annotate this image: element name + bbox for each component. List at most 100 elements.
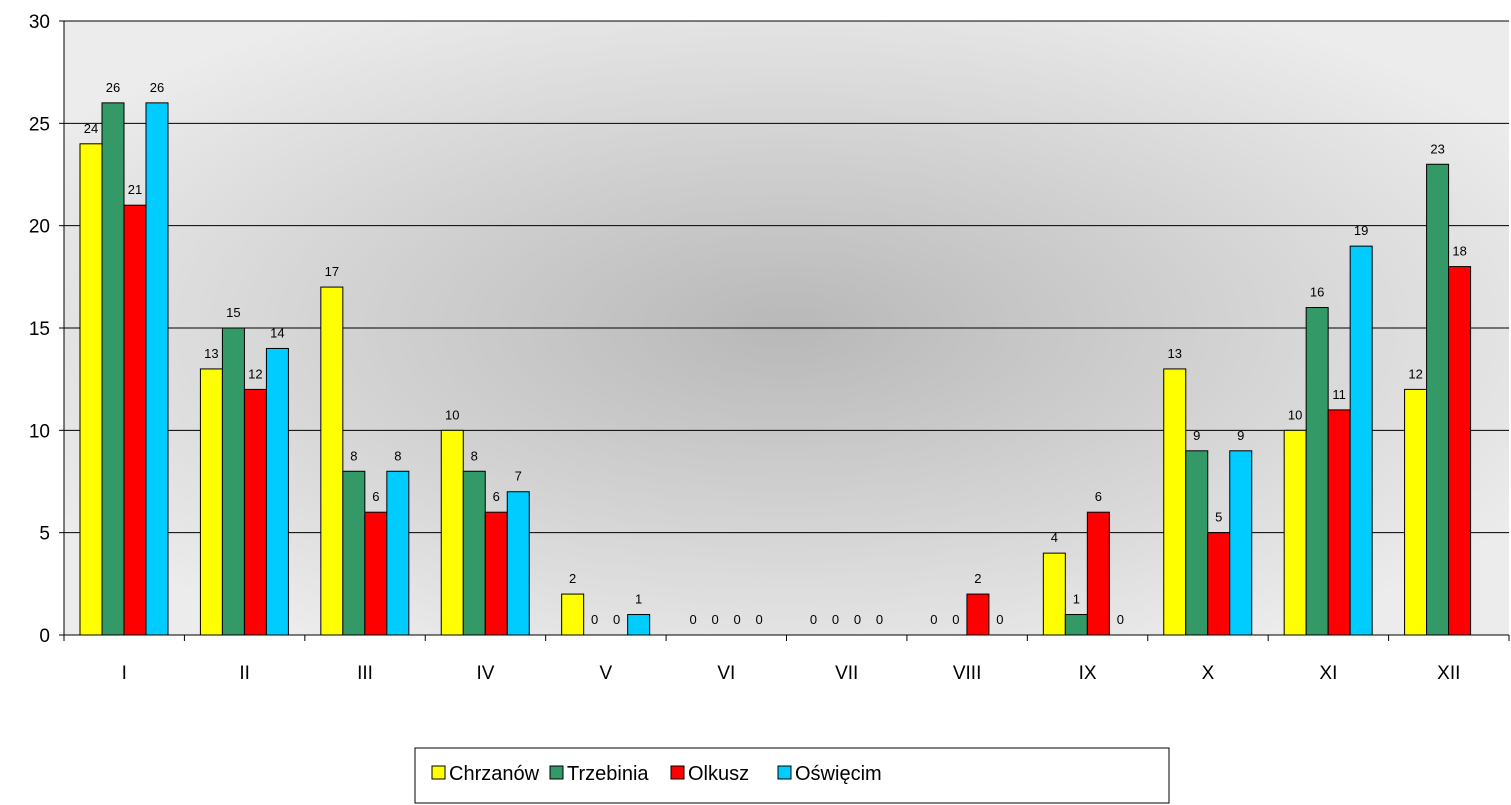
bar <box>123 204 147 636</box>
x-tick-label: XII <box>1437 663 1460 684</box>
y-axis: 0 5 10 15 20 25 30 <box>29 12 65 647</box>
legend-swatch <box>549 765 564 780</box>
gridlines <box>64 20 1509 534</box>
bar <box>1404 388 1428 636</box>
data-label: 6 <box>493 489 500 504</box>
data-label: 7 <box>515 469 522 484</box>
bar <box>1283 429 1307 636</box>
data-label: 9 <box>1193 428 1200 443</box>
bar <box>1064 614 1088 636</box>
bar <box>484 511 508 636</box>
data-label: 19 <box>1354 223 1368 238</box>
data-label: 0 <box>613 612 620 627</box>
bar <box>1327 409 1351 636</box>
data-label: 9 <box>1237 428 1244 443</box>
legend-box <box>414 747 1170 804</box>
data-label: 0 <box>810 612 817 627</box>
data-label: 18 <box>1452 244 1466 259</box>
data-label: 26 <box>106 80 120 95</box>
bar <box>79 143 103 636</box>
bar <box>440 429 464 636</box>
x-tick-label: V <box>600 663 613 684</box>
bar <box>1042 552 1066 636</box>
legend-label: Olkusz <box>688 763 749 785</box>
x-tick-label: VI <box>717 663 735 684</box>
x-tick-label: II <box>239 663 250 684</box>
bars <box>79 102 1472 636</box>
data-label: 1 <box>1073 592 1080 607</box>
data-label: 17 <box>325 264 339 279</box>
data-label: 0 <box>755 612 762 627</box>
data-label: 13 <box>204 346 218 361</box>
bar <box>386 470 410 636</box>
legend-label: Trzebinia <box>567 763 649 785</box>
data-label: 2 <box>569 571 576 586</box>
y-tick-label: 25 <box>29 114 50 135</box>
bar <box>145 102 169 636</box>
legend-label: Oświęcim <box>795 763 882 785</box>
bar <box>1086 511 1110 636</box>
data-label: 0 <box>832 612 839 627</box>
data-label: 6 <box>372 489 379 504</box>
x-tick-label: I <box>122 663 127 684</box>
bar <box>561 593 585 636</box>
bar <box>1448 266 1472 636</box>
data-label: 2 <box>974 571 981 586</box>
data-label: 8 <box>471 448 478 463</box>
x-tick-label: VII <box>835 663 858 684</box>
data-label: 0 <box>591 612 598 627</box>
x-tick-label: III <box>357 663 373 684</box>
x-tick-label: IX <box>1079 663 1097 684</box>
bar <box>1305 307 1329 636</box>
bar <box>1207 532 1231 636</box>
bar <box>966 593 990 636</box>
data-label: 21 <box>128 182 142 197</box>
legend: Chrzanów Trzebinia Olkusz Oświęcim <box>414 747 1170 804</box>
data-label: 13 <box>1168 346 1182 361</box>
y-tick-label: 10 <box>29 421 50 442</box>
data-label: 0 <box>996 612 1003 627</box>
bar <box>462 470 486 636</box>
data-label: 11 <box>1332 387 1346 402</box>
data-label: 0 <box>1117 612 1124 627</box>
bar <box>1349 245 1373 636</box>
data-label: 8 <box>394 448 401 463</box>
data-label: 0 <box>854 612 861 627</box>
x-tick-label: XI <box>1319 663 1337 684</box>
bar <box>265 347 289 636</box>
legend-swatch <box>777 765 792 780</box>
y-tick-label: 30 <box>29 12 50 33</box>
y-tick-label: 5 <box>39 524 50 545</box>
legend-label: Chrzanów <box>449 763 540 785</box>
bar <box>221 327 245 636</box>
data-label: 0 <box>689 612 696 627</box>
data-label: 1 <box>635 592 642 607</box>
data-label: 12 <box>1408 366 1422 381</box>
data-label: 0 <box>733 612 740 627</box>
data-label: 14 <box>270 325 284 340</box>
x-tick-label: X <box>1202 663 1215 684</box>
bar <box>1229 450 1253 636</box>
data-label: 4 <box>1051 530 1058 545</box>
data-label: 16 <box>1310 285 1324 300</box>
bar <box>199 368 223 636</box>
legend-swatch <box>670 765 685 780</box>
data-label: 23 <box>1430 141 1444 156</box>
data-label: 12 <box>248 366 262 381</box>
data-label: 10 <box>1288 407 1302 422</box>
data-label: 15 <box>226 305 240 320</box>
bar <box>1185 450 1209 636</box>
y-tick-label: 15 <box>29 319 50 340</box>
data-label: 0 <box>711 612 718 627</box>
x-tick-label: IV <box>476 663 494 684</box>
bar <box>1163 368 1187 636</box>
bar <box>320 286 344 636</box>
data-label: 10 <box>445 407 459 422</box>
data-label: 5 <box>1215 510 1222 525</box>
data-label: 0 <box>876 612 883 627</box>
x-axis: I II III IV V VI VII VIII IX X XI XII <box>63 634 1510 684</box>
bar <box>1426 163 1450 636</box>
y-tick-label: 0 <box>39 626 50 647</box>
